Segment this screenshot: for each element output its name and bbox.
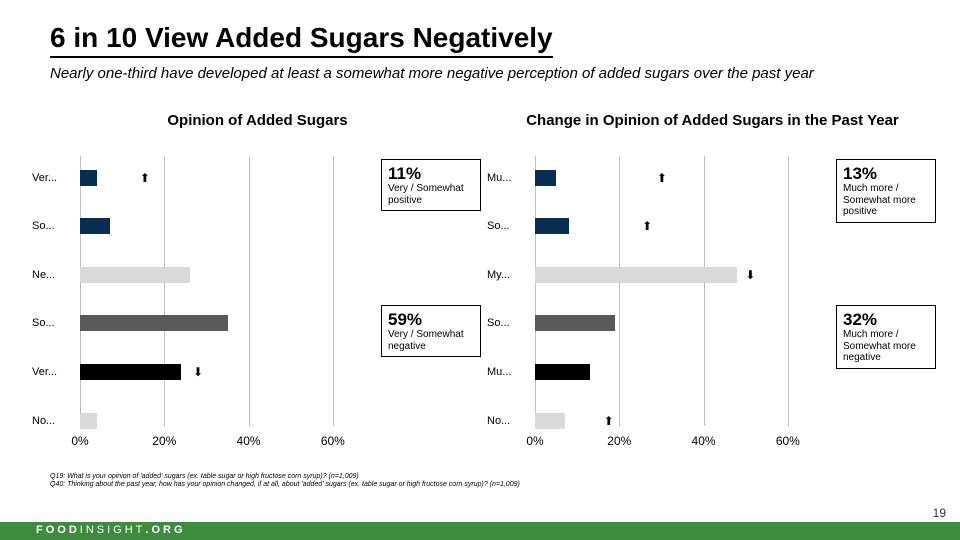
callout-pct: 59% [388,310,474,330]
x-axis: 0%20%40%60% [535,434,830,454]
bar [80,170,97,186]
bar [80,364,181,380]
charts-row: Opinion of Added Sugars Ver... So... Ne...… [30,112,940,452]
footer-logo: FOODINSIGHT.ORG [36,524,186,536]
page-title: 6 in 10 View Added Sugars Negatively [50,22,553,58]
x-axis: 0%20%40%60% [80,434,375,454]
gridline [249,156,250,426]
y-category-label: Ne... [32,269,76,281]
bar [80,267,190,283]
trend-arrow-icon: ⬆ [140,171,150,185]
chart-right: Change in Opinion of Added Sugars in the… [485,112,940,452]
x-tick-label: 0% [71,434,88,448]
y-category-label: So... [32,220,76,232]
bar [535,413,565,429]
x-tick-label: 60% [321,434,345,448]
gridline [619,156,620,426]
y-category-label: No... [32,415,76,427]
bar [80,218,110,234]
x-tick-label: 20% [607,434,631,448]
x-tick-label: 60% [776,434,800,448]
page-subtitle: Nearly one-third have developed at least… [50,64,915,84]
gridline [704,156,705,426]
trend-arrow-icon: ⬆ [642,219,652,233]
chart-left-plot: Ver...So...Ne...So...Ver...No...⬆⬇11%Ver… [80,156,375,426]
trend-arrow-icon: ⬇ [193,365,203,379]
callout-desc: Very / Somewhat negative [388,329,464,352]
bar [535,170,556,186]
callout-pct: 11% [388,164,474,184]
y-category-label: Ver... [32,366,76,378]
callout-desc: Very / Somewhat positive [388,183,464,206]
callout-box: 32%Much more / Somewhat more negative [836,305,936,369]
y-category-label: Ver... [32,172,76,184]
callout-box: 11%Very / Somewhat positive [381,159,481,212]
bar [80,315,228,331]
callout-pct: 32% [843,310,929,330]
gridline [535,156,536,426]
gridline [164,156,165,426]
chart-right-title: Change in Opinion of Added Sugars in the… [485,112,940,156]
footnote-line: Q40: Thinking about the past year, how h… [50,481,920,490]
chart-left-title: Opinion of Added Sugars [30,112,485,156]
chart-left: Opinion of Added Sugars Ver... So... Ne...… [30,112,485,452]
callout-desc: Much more / Somewhat more positive [843,183,916,217]
x-tick-label: 40% [692,434,716,448]
bar [535,267,737,283]
x-tick-label: 0% [526,434,543,448]
gridlines [535,156,830,426]
y-category-label: No... [487,415,531,427]
y-category-label: My... [487,269,531,281]
gridline [333,156,334,426]
y-category-label: Mu... [487,366,531,378]
bar [80,413,97,429]
bar [535,315,615,331]
callout-pct: 13% [843,164,929,184]
footnote-line: Q19: What is your opinion of 'added' sug… [50,473,920,482]
y-category-label: So... [487,317,531,329]
callout-box: 59%Very / Somewhat negative [381,305,481,358]
slide: 6 in 10 View Added Sugars Negatively Nea… [0,0,960,540]
page-number: 19 [933,506,946,520]
y-category-label: So... [487,220,531,232]
y-category-label: So... [32,317,76,329]
x-tick-label: 20% [152,434,176,448]
gridline [80,156,81,426]
footnotes: Q19: What is your opinion of 'added' sug… [50,473,920,491]
trend-arrow-icon: ⬆ [657,171,667,185]
y-category-label: Mu... [487,172,531,184]
callout-desc: Much more / Somewhat more negative [843,329,916,363]
trend-arrow-icon: ⬆ [604,414,614,428]
gridlines [80,156,375,426]
chart-right-plot: Mu...So...My...So...Mu...No...⬆⬆⬇⬆13%Muc… [535,156,830,426]
bar [535,364,590,380]
gridline [788,156,789,426]
bar [535,218,569,234]
footer: FOODINSIGHT.ORG 19 [0,504,960,540]
x-tick-label: 40% [237,434,261,448]
trend-arrow-icon: ⬇ [745,268,755,282]
callout-box: 13%Much more / Somewhat more positive [836,159,936,223]
